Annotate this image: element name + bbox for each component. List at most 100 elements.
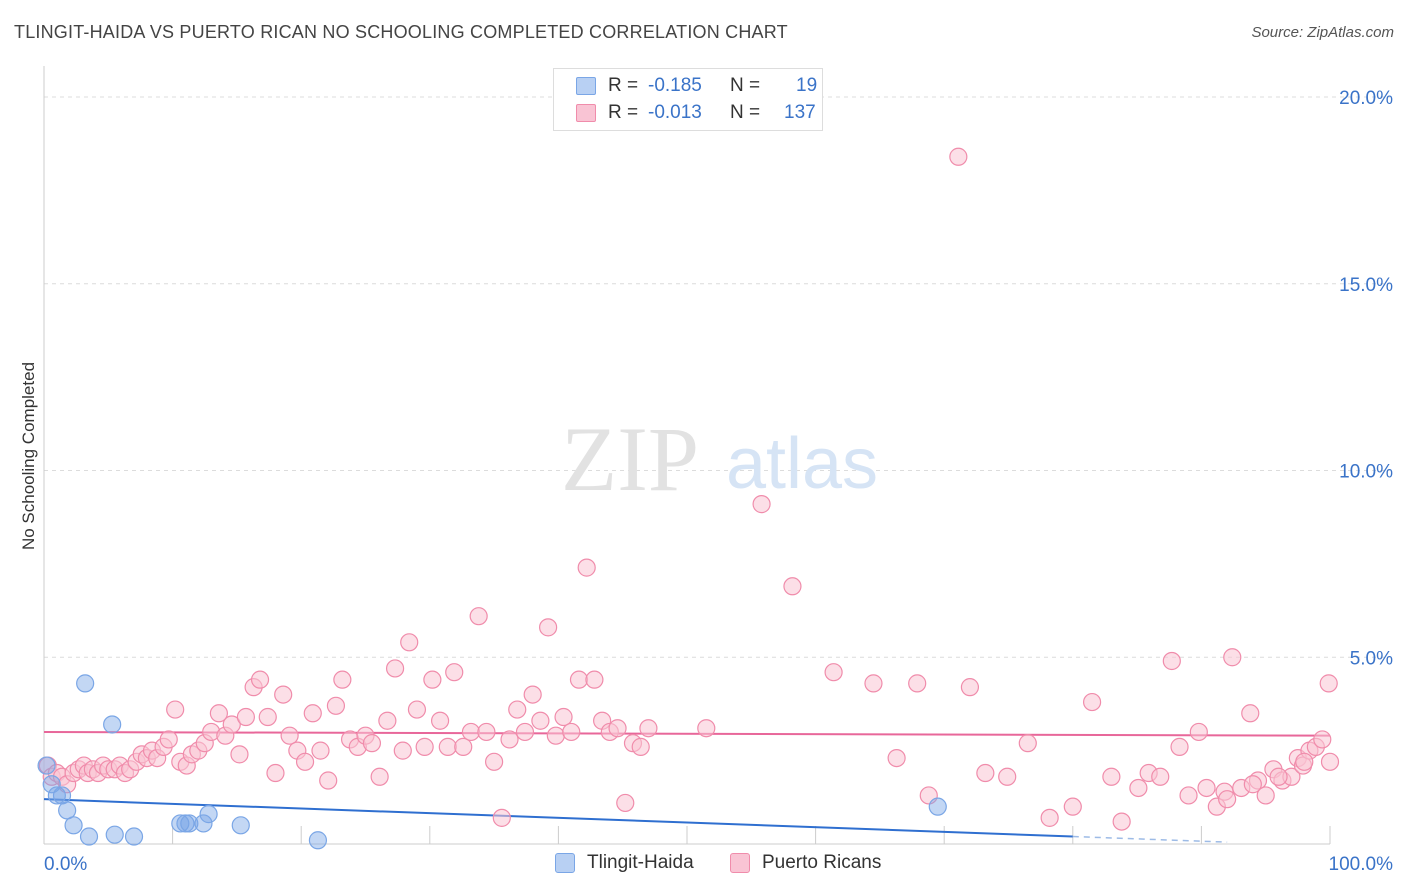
puerto-rican-point xyxy=(1218,790,1237,809)
trend-lines xyxy=(43,730,1331,843)
puerto-rican-point xyxy=(445,663,464,682)
puerto-rican-point xyxy=(1223,648,1242,667)
tlingit-point xyxy=(176,814,195,833)
puerto-rican-point xyxy=(250,670,270,689)
tlingit-trend-line xyxy=(43,798,1073,838)
puerto-rican-point xyxy=(166,700,185,719)
puerto-rican-point xyxy=(531,711,550,730)
puerto-rican-point xyxy=(303,704,322,723)
r-label: R = xyxy=(608,102,639,123)
puerto-rican-point xyxy=(1151,767,1170,786)
puerto-rican-point xyxy=(639,719,658,738)
puerto-rican-point xyxy=(500,730,519,749)
puerto-rican-point xyxy=(1018,734,1037,753)
watermark-zip: ZIP xyxy=(561,408,699,510)
puerto-rican-point xyxy=(400,633,419,652)
puerto-rican-point xyxy=(515,722,535,742)
bottom-legend-tlingit: Tlingit-Haida xyxy=(555,852,694,874)
watermark: ZIP atlas xyxy=(561,408,878,510)
puerto-rican-point xyxy=(1040,808,1059,827)
tlingit-legend-swatch xyxy=(555,853,575,873)
axis-labels: 5.0% 10.0% 15.0% 20.0% 0.0% 100.0% No Schoolin… xyxy=(19,88,1393,875)
puerto-rican-point xyxy=(258,707,277,727)
puerto-rican-legend-swatch xyxy=(730,853,750,873)
n-label: N = xyxy=(730,102,761,123)
puerto-rican-point xyxy=(266,763,285,783)
puerto-rican-point xyxy=(407,700,427,719)
puerto-rican-point xyxy=(752,495,771,514)
tlingit-point xyxy=(79,827,99,846)
puerto-rican-point xyxy=(469,607,488,626)
puerto-rican-point xyxy=(998,767,1017,786)
x-tick-label-min: 0.0% xyxy=(44,854,87,875)
tlingit-point xyxy=(180,814,199,833)
puerto-rican-point xyxy=(1170,737,1189,756)
puerto-rican-point xyxy=(546,726,565,745)
tlingit-point xyxy=(199,805,218,824)
puerto-rican-point xyxy=(415,737,434,756)
puerto-rican-point xyxy=(461,722,481,742)
tlingit-legend-label: Tlingit-Haida xyxy=(587,852,694,873)
puerto-rican-point xyxy=(209,704,228,723)
puerto-rican-point xyxy=(477,722,496,742)
puerto-rican-point xyxy=(960,678,980,697)
puerto-rican-point xyxy=(616,793,635,813)
puerto-rican-point xyxy=(311,741,330,760)
puerto-rican-point xyxy=(908,674,927,693)
puerto-rican-point xyxy=(492,808,511,827)
puerto-rican-point xyxy=(887,748,906,768)
puerto-rican-point xyxy=(222,715,241,734)
y-tick-label: 15.0% xyxy=(1339,275,1393,296)
puerto-rican-point xyxy=(319,771,338,790)
puerto-rican-point xyxy=(976,763,995,783)
tlingit-point xyxy=(231,816,250,835)
puerto-rican-point xyxy=(423,670,442,689)
chart-source: Source: ZipAtlas.com xyxy=(1251,24,1394,41)
tlingit-point xyxy=(42,775,61,794)
y-axis-label: No Schooling Completed xyxy=(19,362,38,550)
data-points xyxy=(37,147,1340,850)
puerto-rican-point xyxy=(1295,752,1314,771)
puerto-rican-point xyxy=(697,719,716,738)
puerto-rican-point xyxy=(393,741,412,760)
puerto-rican-point xyxy=(1129,778,1148,798)
tlingit-point xyxy=(928,797,947,816)
y-tick-label: 20.0% xyxy=(1339,88,1393,109)
puerto-rican-point xyxy=(370,767,389,786)
puerto-rican-trend-line xyxy=(43,730,1331,737)
puerto-rican-point xyxy=(1063,797,1082,816)
puerto-rican-point xyxy=(1197,778,1216,798)
tlingit-point xyxy=(124,827,144,846)
watermark-atlas: atlas xyxy=(726,424,878,504)
puerto-rican-point xyxy=(1256,786,1275,805)
puerto-rican-point xyxy=(783,577,802,596)
tlingit-trend-extension xyxy=(1072,835,1228,843)
tlingit-point xyxy=(58,801,77,820)
puerto-rican-point xyxy=(1102,767,1121,786)
n-value: 137 xyxy=(784,102,816,123)
puerto-rican-point xyxy=(523,685,542,704)
tlingit-point xyxy=(76,674,95,693)
puerto-rican-point xyxy=(295,752,315,771)
puerto-rican-point xyxy=(585,670,604,689)
grid-lines xyxy=(44,96,1390,658)
tlingit-point xyxy=(64,816,83,835)
stats-legend: R = -0.185 N = 19 R = -0.013 N = 137 xyxy=(553,68,823,131)
puerto-rican-point xyxy=(631,737,650,756)
r-label: R = xyxy=(608,75,639,96)
puerto-rican-point xyxy=(1269,767,1288,786)
puerto-rican-point xyxy=(577,558,596,577)
tlingit-point xyxy=(105,825,124,844)
tlingit-point xyxy=(47,786,66,805)
puerto-rican-point xyxy=(508,700,527,719)
puerto-rican-point xyxy=(1319,674,1338,693)
r-value: -0.013 xyxy=(648,102,702,123)
puerto-rican-point xyxy=(539,618,558,637)
puerto-rican-point xyxy=(1189,722,1208,742)
tlingit-point xyxy=(308,831,328,850)
puerto-rican-point xyxy=(1179,786,1198,805)
puerto-rican-point xyxy=(454,737,473,756)
tlingit-point xyxy=(194,814,213,833)
puerto-rican-point xyxy=(1162,651,1181,671)
n-value: 19 xyxy=(796,75,818,96)
